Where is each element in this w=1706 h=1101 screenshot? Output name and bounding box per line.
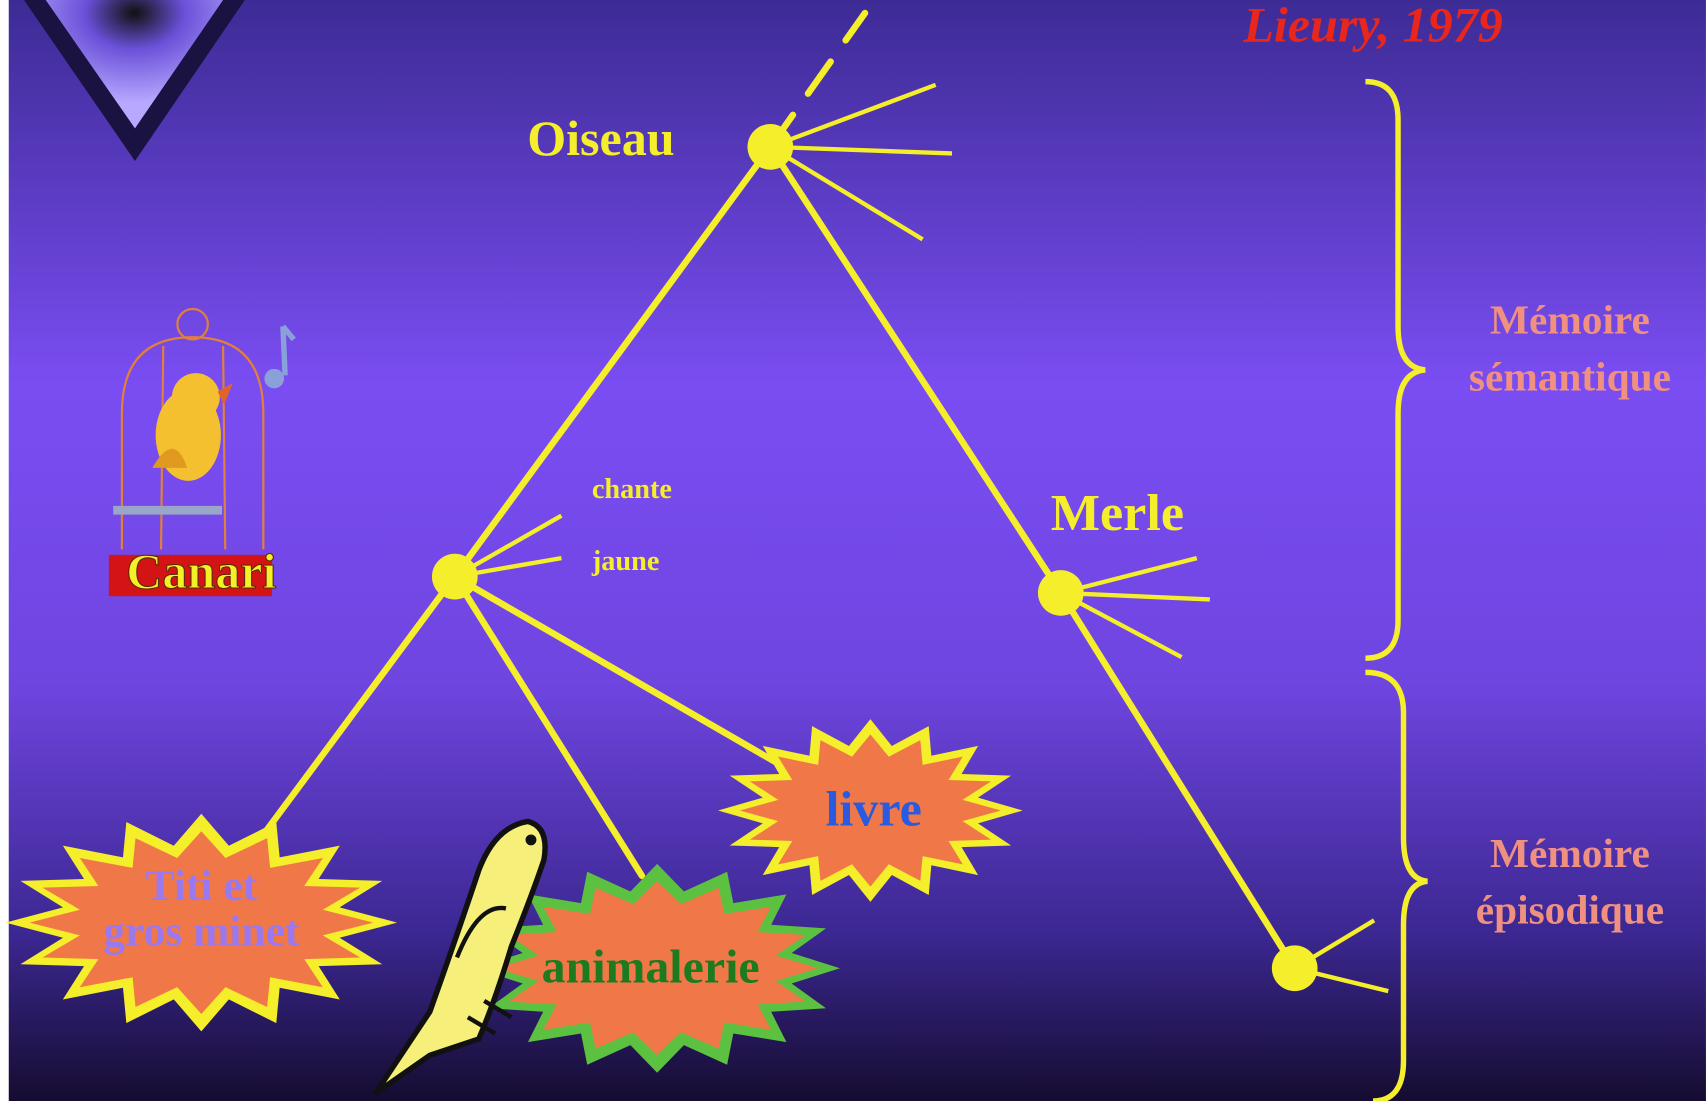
- slide: Lieury, 1979 Oiseau Merle chante jaune: [0, 0, 1706, 1101]
- property-label: chante: [592, 474, 672, 505]
- page: Lieury, 1979 Oiseau Merle chante jaune: [0, 0, 1706, 1101]
- property-label: jaune: [591, 546, 660, 577]
- memory-label: épisodique: [1476, 886, 1664, 932]
- citation: Lieury, 1979: [1242, 0, 1502, 52]
- memory-label: sémantique: [1469, 353, 1671, 399]
- burst-label: gros minet: [103, 908, 300, 956]
- burst-label: Titi et: [146, 862, 258, 910]
- node-label: Canari: [126, 543, 276, 599]
- memory-label: Mémoire: [1490, 297, 1650, 343]
- burst-label: animalerie: [542, 941, 760, 994]
- burst-label: livre: [826, 780, 922, 836]
- node-label: Merle: [1051, 484, 1184, 542]
- memory-label: Mémoire: [1490, 830, 1650, 876]
- node-label: Oiseau: [527, 110, 674, 166]
